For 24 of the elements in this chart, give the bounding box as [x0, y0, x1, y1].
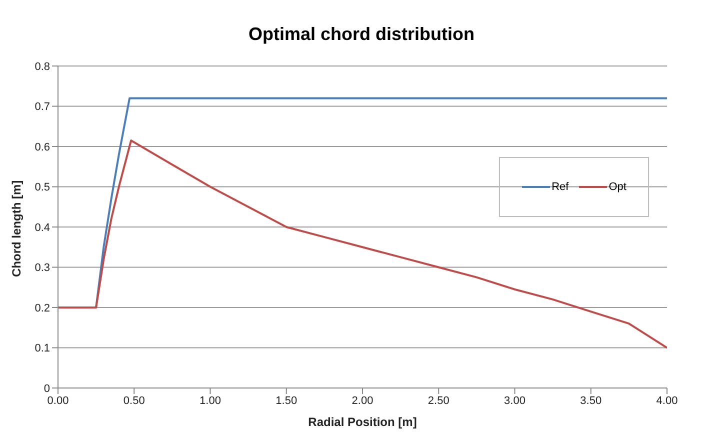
y-tick-label: 0.7	[34, 101, 50, 114]
x-tick-label: 2.00	[352, 394, 374, 407]
legend-label: Opt	[608, 181, 626, 193]
x-tick-label: 4.00	[656, 394, 678, 407]
x-tick-label: 1.50	[276, 394, 298, 407]
y-tick-label: 0.3	[34, 262, 50, 274]
chart-title: Optimal chord distribution	[248, 23, 476, 46]
line-series	[58, 139, 667, 349]
y-axis-title: Chord length [m]	[9, 180, 24, 277]
y-tick-label: 0.2	[34, 302, 50, 314]
x-tick-label: 0.00	[47, 394, 69, 407]
x-tick-label: 3.50	[580, 394, 602, 407]
y-tick-label: 0.5	[34, 182, 50, 194]
x-tick-label: 0.50	[123, 394, 145, 407]
x-tick-label: 3.00	[504, 394, 526, 407]
y-tick-label: 0.1	[34, 342, 50, 355]
y-tick-label: 0	[44, 382, 50, 395]
x-axis-title: Radial Position [m]	[308, 415, 417, 429]
x-tick-label: 2.50	[428, 394, 450, 407]
legend-label: Ref	[552, 181, 569, 193]
y-tick-label: 0.8	[34, 60, 50, 73]
x-tick-label: 1.00	[200, 394, 221, 407]
y-tick-label: 0.6	[34, 141, 50, 154]
y-tick-label: 0.4	[34, 222, 50, 234]
